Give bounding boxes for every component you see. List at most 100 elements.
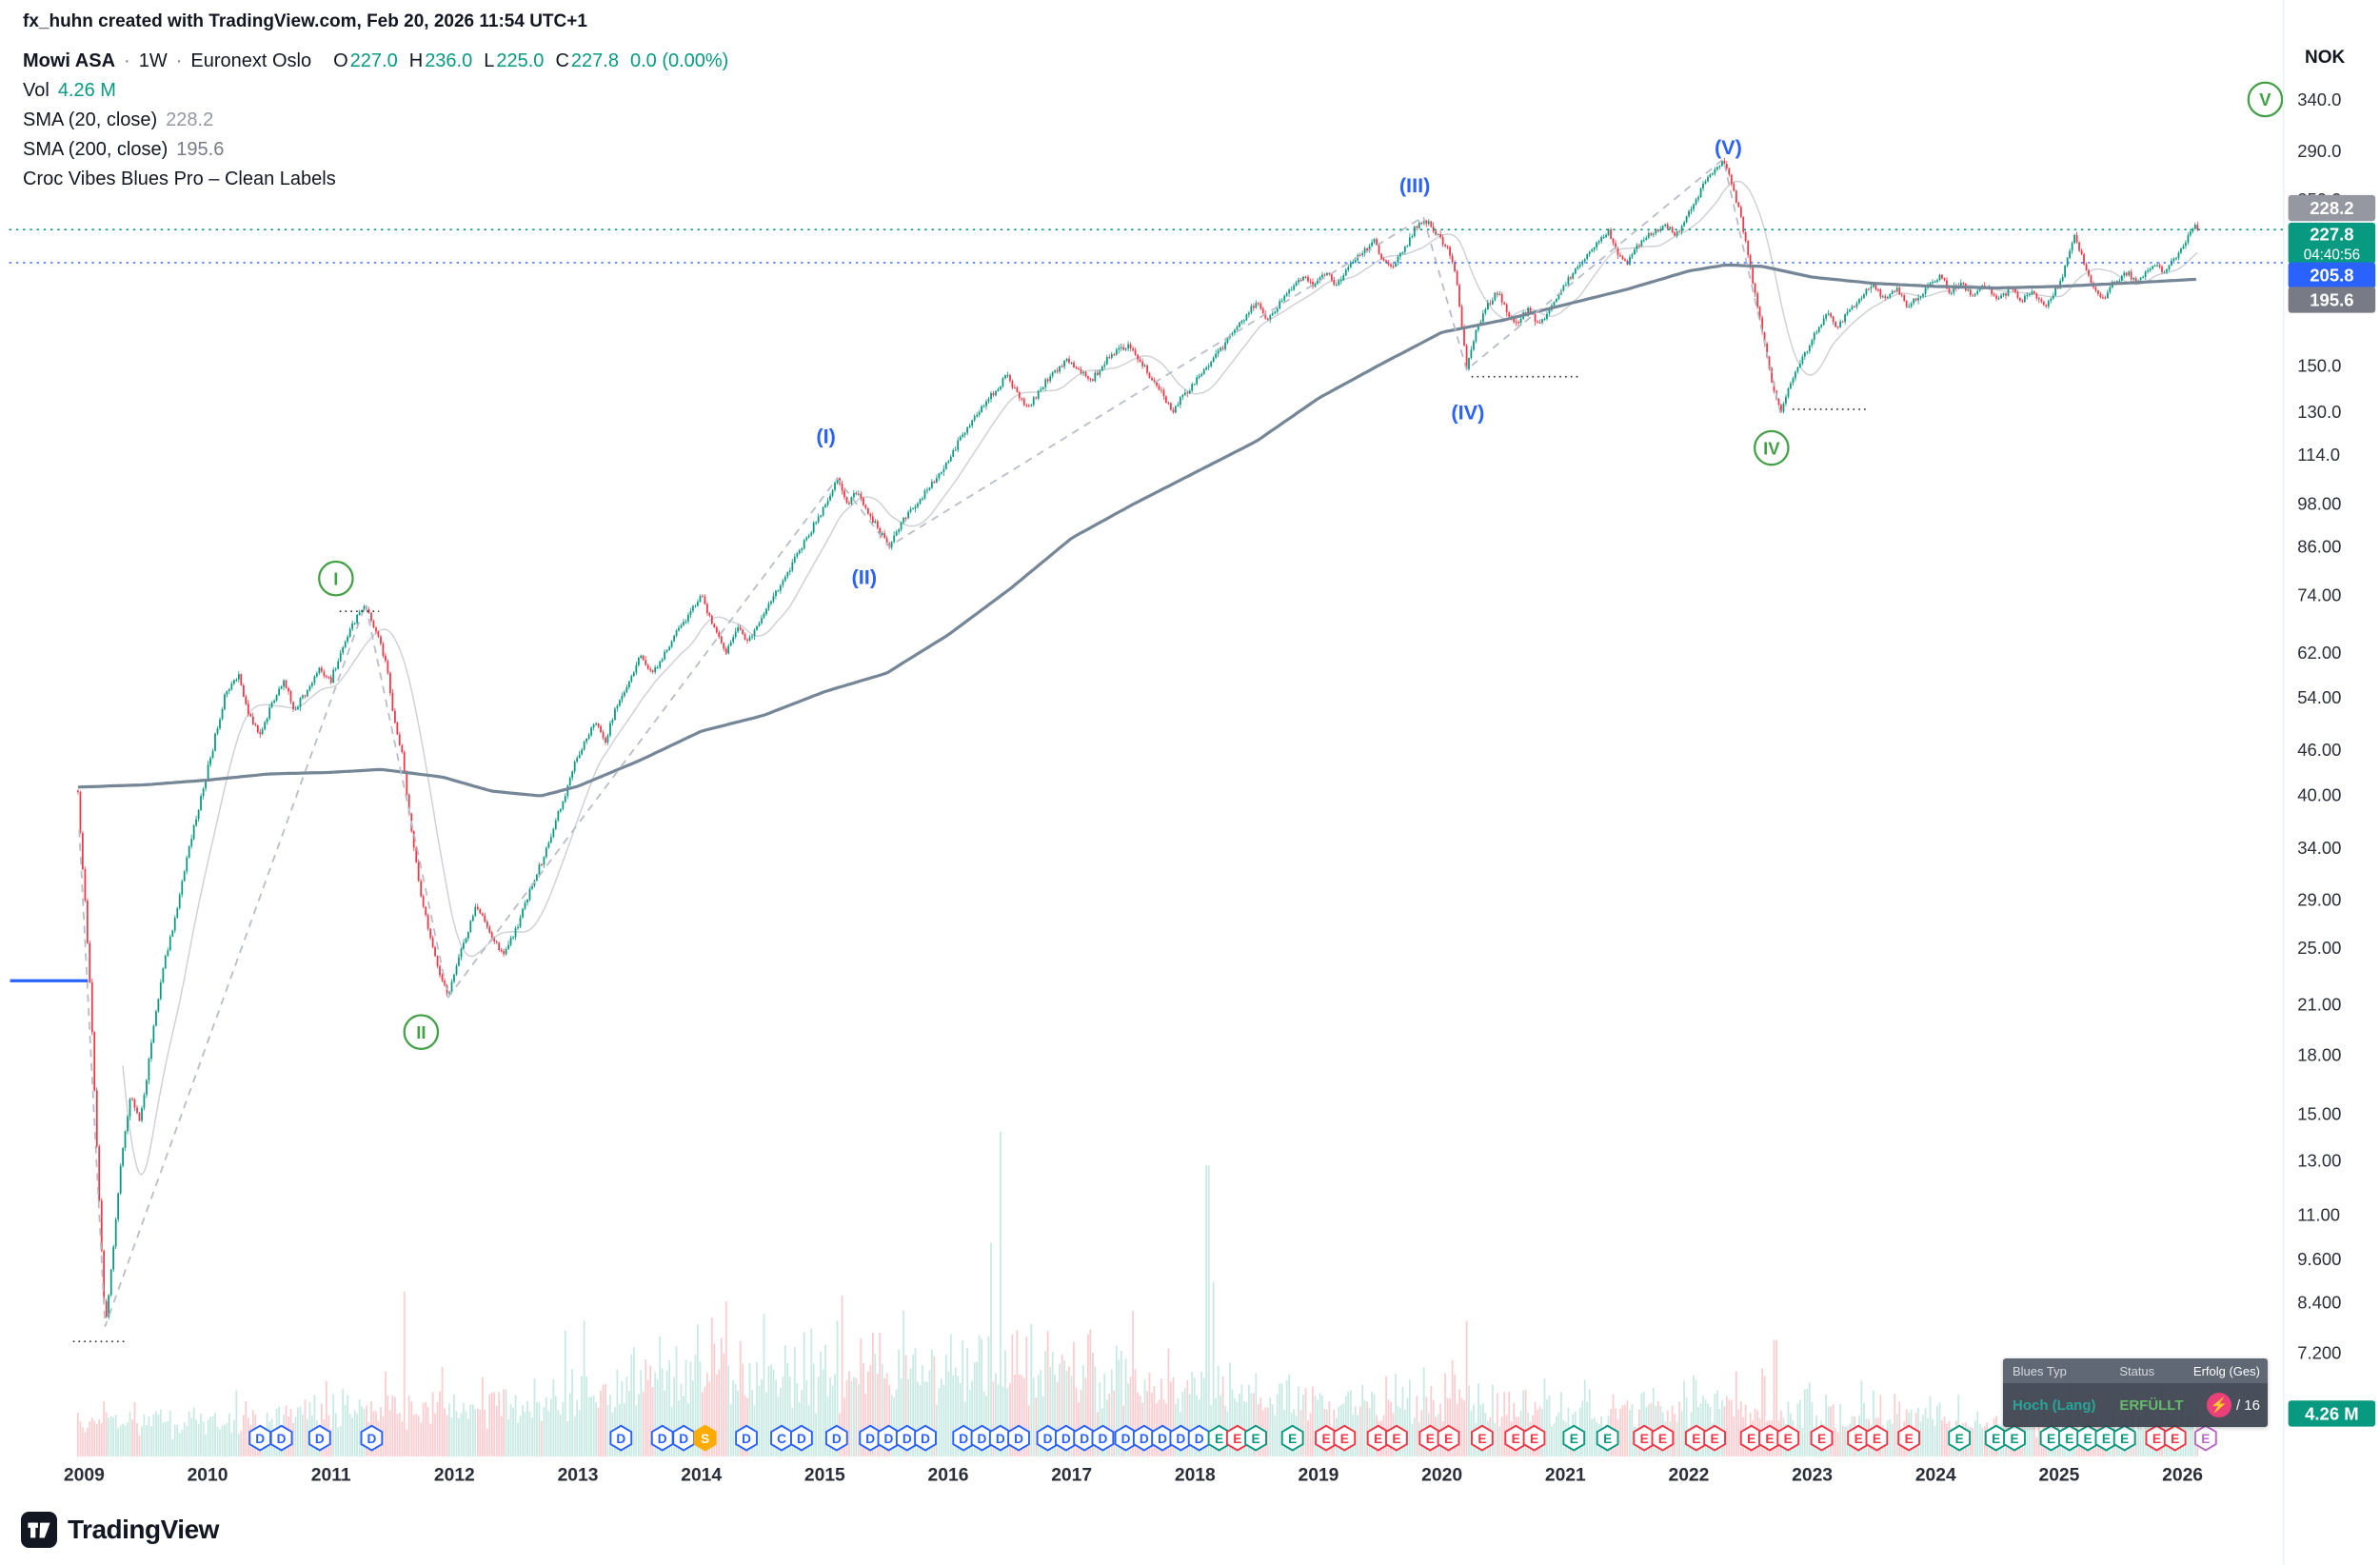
signal-badge-letter: E — [1658, 1432, 1667, 1446]
signal-badge[interactable] — [1470, 1424, 1494, 1452]
signal-badge[interactable] — [2003, 1424, 2026, 1452]
signal-badge[interactable] — [824, 1424, 848, 1452]
signal-badge-letter: D — [367, 1432, 376, 1446]
signal-badge-letter: E — [1340, 1432, 1349, 1446]
interval-label: 1W — [138, 50, 168, 71]
signal-badge[interactable] — [1244, 1424, 1267, 1452]
signal-badge[interactable] — [1948, 1424, 1972, 1452]
year-label: 2016 — [928, 1466, 969, 1486]
wave-label[interactable]: (IV) — [1451, 401, 1484, 425]
wave-circle[interactable] — [1754, 429, 1790, 466]
sma200-price-badge — [2288, 287, 2376, 313]
signal-badge[interactable] — [1437, 1424, 1460, 1452]
signal-badge-letter: E — [1215, 1432, 1223, 1446]
year-label: 2024 — [1915, 1466, 1956, 1486]
signal-badge-letter: E — [1530, 1432, 1538, 1446]
signal-badge[interactable] — [735, 1424, 758, 1452]
wave-label[interactable]: I — [333, 568, 338, 588]
signal-badge[interactable] — [693, 1424, 717, 1452]
change-value: 0.0 (0.00%) — [629, 50, 729, 71]
legend-sma20-row[interactable]: SMA (20, close) 228.2 — [23, 109, 728, 132]
wave-label[interactable]: II — [416, 1022, 426, 1042]
signal-badge-letter: E — [2065, 1432, 2073, 1446]
year-label: 2020 — [1421, 1466, 1462, 1486]
price-axis-label: 8.400 — [2297, 1293, 2341, 1313]
signal-badge[interactable] — [2193, 1424, 2217, 1452]
signal-badge[interactable] — [1651, 1424, 1675, 1452]
year-label: 2017 — [1051, 1466, 1092, 1486]
signal-badge-letter: E — [1692, 1432, 1700, 1446]
price-axis-label: 21.00 — [2297, 995, 2341, 1015]
year-label: 2013 — [558, 1466, 599, 1486]
signal-badge[interactable] — [269, 1424, 293, 1452]
volume-label: Vol — [23, 80, 50, 101]
sma200-line — [77, 263, 2196, 798]
signal-badge-letter: D — [1140, 1432, 1149, 1446]
signal-badge[interactable] — [1091, 1424, 1115, 1452]
signal-badge[interactable] — [1865, 1424, 1889, 1452]
signal-badge[interactable] — [1776, 1424, 1800, 1452]
year-label: 2009 — [64, 1466, 105, 1486]
signal-badge[interactable] — [1810, 1424, 1834, 1452]
open-value: 227.0 — [349, 50, 398, 71]
wave-circle[interactable] — [2247, 81, 2284, 118]
wave-label[interactable]: V — [2259, 89, 2271, 109]
legend-sma200-row[interactable]: SMA (200, close) 195.6 — [23, 138, 728, 162]
volume-bars-down — [76, 1291, 2199, 1456]
signal-badge[interactable] — [1280, 1424, 1304, 1452]
price-level-lines[interactable] — [9, 228, 2284, 982]
time-axis[interactable]: 2009 2010 2011 2012 2013 2014 2015 2016 2017 2018… — [64, 1466, 2203, 1486]
legend-volume-row[interactable]: Vol 4.26 M — [23, 79, 728, 103]
sma20-price-badge-text: 228.2 — [2310, 198, 2353, 218]
tradingview-watermark[interactable]: TradingView — [21, 1512, 219, 1548]
signal-badge[interactable] — [1385, 1424, 1408, 1452]
signal-badge[interactable] — [914, 1424, 937, 1452]
signal-badge[interactable] — [360, 1424, 384, 1452]
signal-badge[interactable] — [1562, 1424, 1586, 1452]
signal-badge-letter: E — [2102, 1432, 2111, 1446]
price-axis[interactable]: 340.0290.0250.0210.0180.0150.0130.0114.0… — [2282, 0, 2376, 1565]
signal-badge-letter: E — [2047, 1432, 2055, 1446]
signal-badge[interactable] — [1703, 1424, 1726, 1452]
price-axis-label: 7.200 — [2297, 1342, 2341, 1362]
signal-badge-letter: E — [2084, 1432, 2092, 1446]
signal-badge[interactable] — [1007, 1424, 1030, 1452]
signal-badge[interactable] — [2163, 1424, 2187, 1452]
signal-badge[interactable] — [307, 1424, 331, 1452]
wave-label[interactable]: (V) — [1715, 135, 1742, 159]
signal-badge[interactable] — [790, 1424, 813, 1452]
year-label: 2014 — [681, 1466, 722, 1486]
countdown-timer: 04:40:56 — [2304, 247, 2360, 263]
price-axis-label: 130.0 — [2297, 402, 2341, 422]
wave-circle[interactable] — [403, 1014, 440, 1050]
legend-symbol-row[interactable]: Mowi ASA · 1W · Euronext Oslo O 227.0 H 23… — [23, 50, 728, 73]
wave-label[interactable]: (II) — [852, 565, 877, 589]
wave-label[interactable]: (III) — [1399, 173, 1431, 197]
zigzag-path — [78, 157, 1783, 1327]
signal-badge-letter: D — [902, 1432, 912, 1446]
signal-badge[interactable] — [1596, 1424, 1619, 1452]
signal-badge-letter: E — [1784, 1432, 1793, 1446]
volume-badge — [2288, 1400, 2376, 1427]
signal-badge-letter: E — [1512, 1432, 1520, 1446]
low-value: 225.0 — [496, 50, 545, 71]
legend-indicator-row[interactable]: Croc Vibes Blues Pro – Clean Labels — [23, 168, 728, 191]
signal-badge[interactable] — [609, 1424, 633, 1452]
sma20-line — [122, 180, 2198, 1176]
signal-badge[interactable] — [1333, 1424, 1357, 1452]
wave-label[interactable]: IV — [1763, 438, 1780, 458]
wave-circle[interactable] — [318, 560, 354, 597]
low-label: L — [484, 50, 495, 71]
sma20-label: SMA (20, close) — [23, 109, 158, 130]
signal-badge[interactable] — [2112, 1424, 2136, 1452]
signal-badge[interactable] — [1522, 1424, 1546, 1452]
price-axis-label: 340.0 — [2297, 89, 2341, 109]
wave-label[interactable]: (I) — [816, 424, 835, 447]
candles-layer[interactable] — [76, 158, 2199, 1319]
year-label: 2015 — [804, 1466, 845, 1486]
signal-badge[interactable] — [1897, 1424, 1921, 1452]
